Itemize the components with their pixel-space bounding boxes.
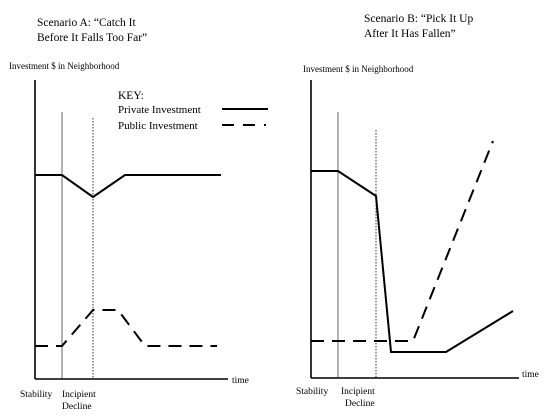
scenario-a-phase-stability: Stability bbox=[20, 390, 52, 400]
scenario-b-public-investment-line bbox=[311, 140, 494, 342]
scenario-b-phase-stability: Stability bbox=[296, 387, 328, 397]
legend-title: KEY: bbox=[118, 90, 144, 102]
scenario-a-phase-decline: Decline bbox=[62, 402, 92, 412]
scenario-b-phase-decline: Decline bbox=[345, 399, 375, 409]
legend: KEY: Private Investment Public Investmen… bbox=[118, 90, 268, 132]
scenario-b-private-investment-line bbox=[311, 170, 514, 353]
scenario-b-phase-incipient: Incipient bbox=[341, 387, 375, 397]
legend-private-label: Private Investment bbox=[118, 104, 201, 116]
scenario-b-title-line1: Scenario B: “Pick It Up bbox=[364, 13, 473, 25]
legend-public-label: Public Investment bbox=[118, 120, 198, 132]
scenario-a-x-axis-label: time bbox=[232, 376, 249, 386]
scenario-b-panel: Scenario B: “Pick It Up After It Has Fal… bbox=[296, 13, 539, 409]
scenario-b-y-axis-label: Investment $ in Neighborhood bbox=[303, 64, 414, 74]
scenario-a-public-investment-line bbox=[35, 309, 217, 347]
scenario-a-private-investment-line bbox=[35, 174, 221, 199]
scenario-a-panel: Scenario A: “Catch It Before It Falls To… bbox=[9, 17, 249, 412]
scenario-b-x-axis-label: time bbox=[522, 370, 539, 380]
scenario-a-title-line1: Scenario A: “Catch It bbox=[37, 17, 136, 29]
scenario-b-title-line2: After It Has Fallen” bbox=[364, 28, 456, 40]
scenario-a-title-line2: Before It Falls Too Far” bbox=[37, 32, 147, 44]
scenario-a-phase-incipient: Incipient bbox=[62, 390, 96, 400]
scenario-a-y-axis-label: Investment $ in Neighborhood bbox=[9, 61, 120, 71]
